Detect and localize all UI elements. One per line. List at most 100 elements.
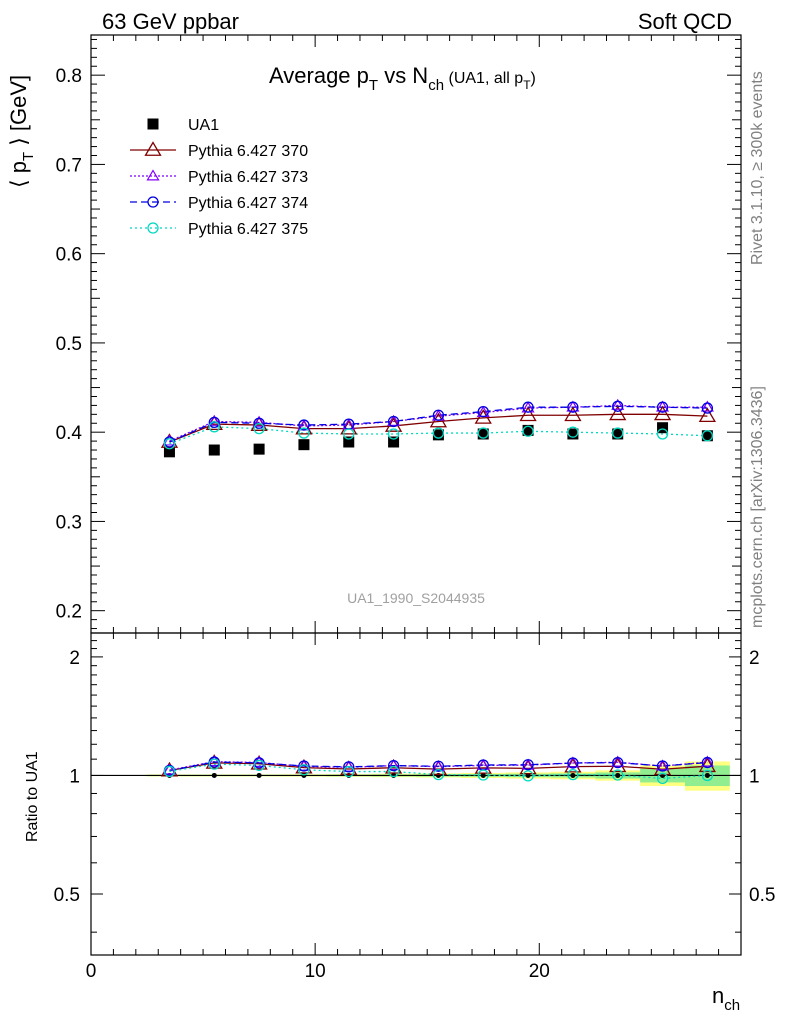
- y-tick-label: 0.3: [56, 512, 82, 533]
- series-2-marker: [700, 400, 714, 412]
- series-3-marker: [701, 402, 714, 414]
- series-4-ratio-marker: [253, 759, 265, 772]
- series-4-marker: [701, 430, 714, 442]
- series-2-marker: [252, 415, 266, 427]
- series-4-ratio-marker: [656, 772, 669, 785]
- legend-marker-2: [146, 169, 160, 181]
- series-4-ratio-marker: [522, 770, 534, 782]
- series-4-marker: [522, 425, 534, 437]
- data-point: [388, 436, 400, 448]
- ratio-data-point: [391, 772, 397, 778]
- series-2-ratio-marker: [700, 755, 714, 767]
- axis-ticks: 0 10 20 0.2 0.3 0.4 0.5 0.6 0.7 0.8 0.5 0.5 1 1 2 2: [54, 35, 775, 982]
- series-3-marker: [612, 400, 624, 412]
- series-4-ratio-marker: [477, 769, 489, 781]
- y-tick-label: 0.2: [56, 602, 82, 623]
- legend-marker-1: [144, 141, 162, 156]
- series-3-ratio-marker: [432, 760, 445, 772]
- legend-label-4: Pythia 6.427 375: [188, 221, 308, 238]
- series-4-ratio-marker: [701, 769, 714, 782]
- data-point: [208, 444, 220, 456]
- y-tick-label: 0.8: [56, 66, 82, 87]
- ratio-data-point: [704, 772, 710, 778]
- series-3-ratio-line: [169, 761, 708, 772]
- series-3-marker: [567, 401, 579, 413]
- ratio-data-point: [256, 772, 262, 778]
- series-4-ratio-line: [169, 763, 708, 780]
- series-2-ratio-marker: [521, 758, 535, 770]
- series-4-marker: [477, 427, 489, 439]
- ratio-tick-label: 2: [69, 648, 80, 669]
- series-3-ratio-marker: [522, 759, 534, 771]
- series-2-marker: [566, 400, 580, 412]
- legend-label-ua1: UA1: [188, 117, 219, 134]
- ratio-tick-label-right: 0.5: [749, 885, 775, 906]
- legend-marker-4: [147, 222, 159, 234]
- series-1-marker: [609, 405, 627, 421]
- ratio-data-point: [301, 772, 307, 778]
- y-tick-label: 0.7: [56, 155, 82, 176]
- series-1-marker: [564, 406, 582, 422]
- series-2-ratio-marker: [656, 759, 670, 771]
- legend-marker-3: [147, 196, 159, 208]
- x-axis-label: nch: [712, 983, 740, 1014]
- series-4-ratio-marker: [567, 768, 579, 781]
- series-4-marker: [208, 421, 220, 433]
- series-3-ratio-marker: [567, 757, 579, 769]
- series-4-ratio-marker: [163, 765, 176, 778]
- series-2-ratio-marker: [387, 758, 401, 771]
- series-1-marker: [653, 405, 672, 421]
- series-2-marker: [611, 398, 625, 410]
- series-4-marker: [612, 427, 624, 439]
- ratio-data-point: [615, 772, 621, 778]
- ratio-y-axis-label: Ratio to UA1: [24, 751, 41, 842]
- series-2-ratio-marker: [431, 759, 445, 772]
- series-3-ratio-marker: [387, 759, 400, 772]
- data-point: [567, 428, 579, 440]
- header-right: Soft QCD: [638, 9, 732, 34]
- ratio-data-point: [480, 772, 486, 778]
- series-markers: [160, 398, 717, 785]
- series-3-marker: [387, 415, 400, 428]
- series-2-ratio-marker: [611, 755, 625, 767]
- series-2-marker: [207, 414, 221, 426]
- data-point: [432, 429, 444, 441]
- series-4-marker: [163, 438, 176, 450]
- legend-label-1: Pythia 6.427 370: [188, 143, 308, 160]
- series-4-ratio-marker: [298, 764, 310, 776]
- series-1-marker: [519, 406, 537, 422]
- ratio-data-point: [435, 772, 441, 778]
- series-4-marker: [432, 427, 445, 439]
- ratio-tick-label-right: 2: [749, 648, 760, 669]
- series-2-line: [169, 404, 708, 442]
- series-1-ratio-marker: [653, 760, 672, 776]
- ratio-data-point: [211, 772, 217, 778]
- mcplots-label: mcplots.cern.ch [arXiv:1306.3436]: [749, 386, 766, 628]
- series-2-ratio-marker: [566, 756, 580, 768]
- series-1-marker: [698, 407, 717, 423]
- ratio-tick-label: 1: [69, 766, 80, 787]
- legend-label-3: Pythia 6.427 374: [188, 195, 308, 212]
- series-1-line: [169, 413, 708, 443]
- data-point: [163, 446, 175, 458]
- series-4-marker: [343, 428, 355, 440]
- legend: UA1 Pythia 6.427 370 Pythia 6.427 373 Pythi…: [130, 117, 308, 238]
- analysis-watermark: UA1_1990_S2044935: [347, 590, 485, 606]
- data-point: [298, 439, 310, 451]
- series-2-ratio-marker: [162, 763, 176, 775]
- series-2-ratio-marker: [342, 760, 356, 772]
- ratio-tick-label: 0.5: [54, 885, 80, 906]
- y-tick-label: 0.6: [56, 245, 82, 266]
- series-3-ratio-marker: [612, 756, 624, 769]
- series-3-marker: [298, 419, 310, 431]
- series-2-marker: [656, 400, 670, 412]
- series-4-marker: [656, 428, 669, 440]
- y-tick-label: 0.5: [56, 334, 82, 355]
- chart-title: Average pT vs Nch (UA1, all pT): [269, 63, 536, 94]
- series-3-marker: [522, 401, 534, 413]
- series-3-marker: [656, 401, 669, 413]
- series-3-marker: [477, 406, 489, 418]
- series-4-marker: [567, 426, 579, 438]
- data-point: [701, 430, 713, 442]
